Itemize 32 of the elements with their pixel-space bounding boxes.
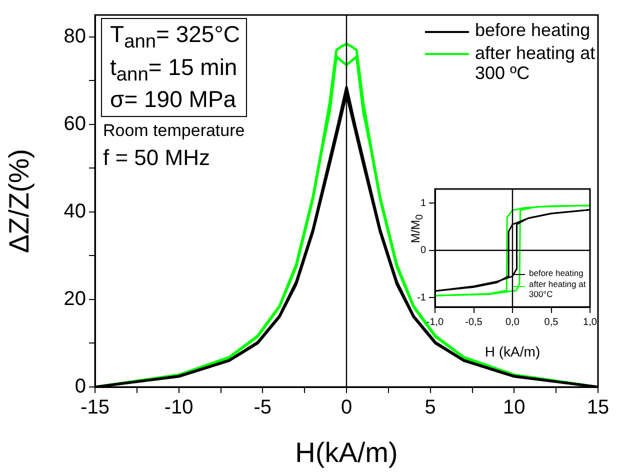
- x-tick-label: 0: [340, 396, 352, 419]
- x-tick-label: -5: [254, 396, 272, 419]
- x-tick-label: -15: [80, 396, 110, 419]
- annotation: σ= 190 MPa: [110, 86, 238, 114]
- y-axis-title: ΔZ/Z(%): [4, 148, 35, 254]
- x-axis-title: H(kA/m): [295, 436, 398, 468]
- legend-label: after heating at 300 ºC: [475, 42, 596, 84]
- x-tick-label: 0,5: [544, 316, 559, 328]
- y-tick-label: 0: [420, 245, 426, 256]
- x-tick-label: 15: [586, 396, 610, 419]
- x-tick-label: 5: [424, 396, 436, 419]
- legend-label: after heating at 300°C: [529, 279, 587, 300]
- legend-label: before heating: [475, 20, 590, 41]
- y-tick-label: -1: [417, 292, 426, 304]
- annotation: Room temperature: [103, 120, 246, 141]
- x-tick-label: 0,0: [506, 316, 520, 328]
- annotation: t$_{ann}$= 15 min: [110, 54, 238, 86]
- annotation: T$_{ann}$= 325°C: [110, 21, 240, 54]
- x-tick-label: -0,5: [465, 316, 483, 328]
- x-tick-label: 1,0: [583, 316, 598, 328]
- x-tick-label: -10: [164, 396, 194, 419]
- y-tick-label: 20: [64, 288, 86, 310]
- y-tick-label: 40: [64, 200, 86, 222]
- legend-label: before heating: [529, 268, 584, 278]
- y-tick-label: 60: [64, 112, 86, 135]
- x-axis-title: H (kA/m): [484, 343, 540, 360]
- x-tick-label: 10: [503, 396, 526, 419]
- x-tick-label: -1,0: [426, 316, 444, 328]
- annotation: f = 50 MHz: [103, 144, 211, 171]
- y-tick-label: 80: [64, 25, 86, 48]
- y-tick-label: 0: [74, 376, 86, 398]
- y-tick-label: 1: [420, 198, 426, 209]
